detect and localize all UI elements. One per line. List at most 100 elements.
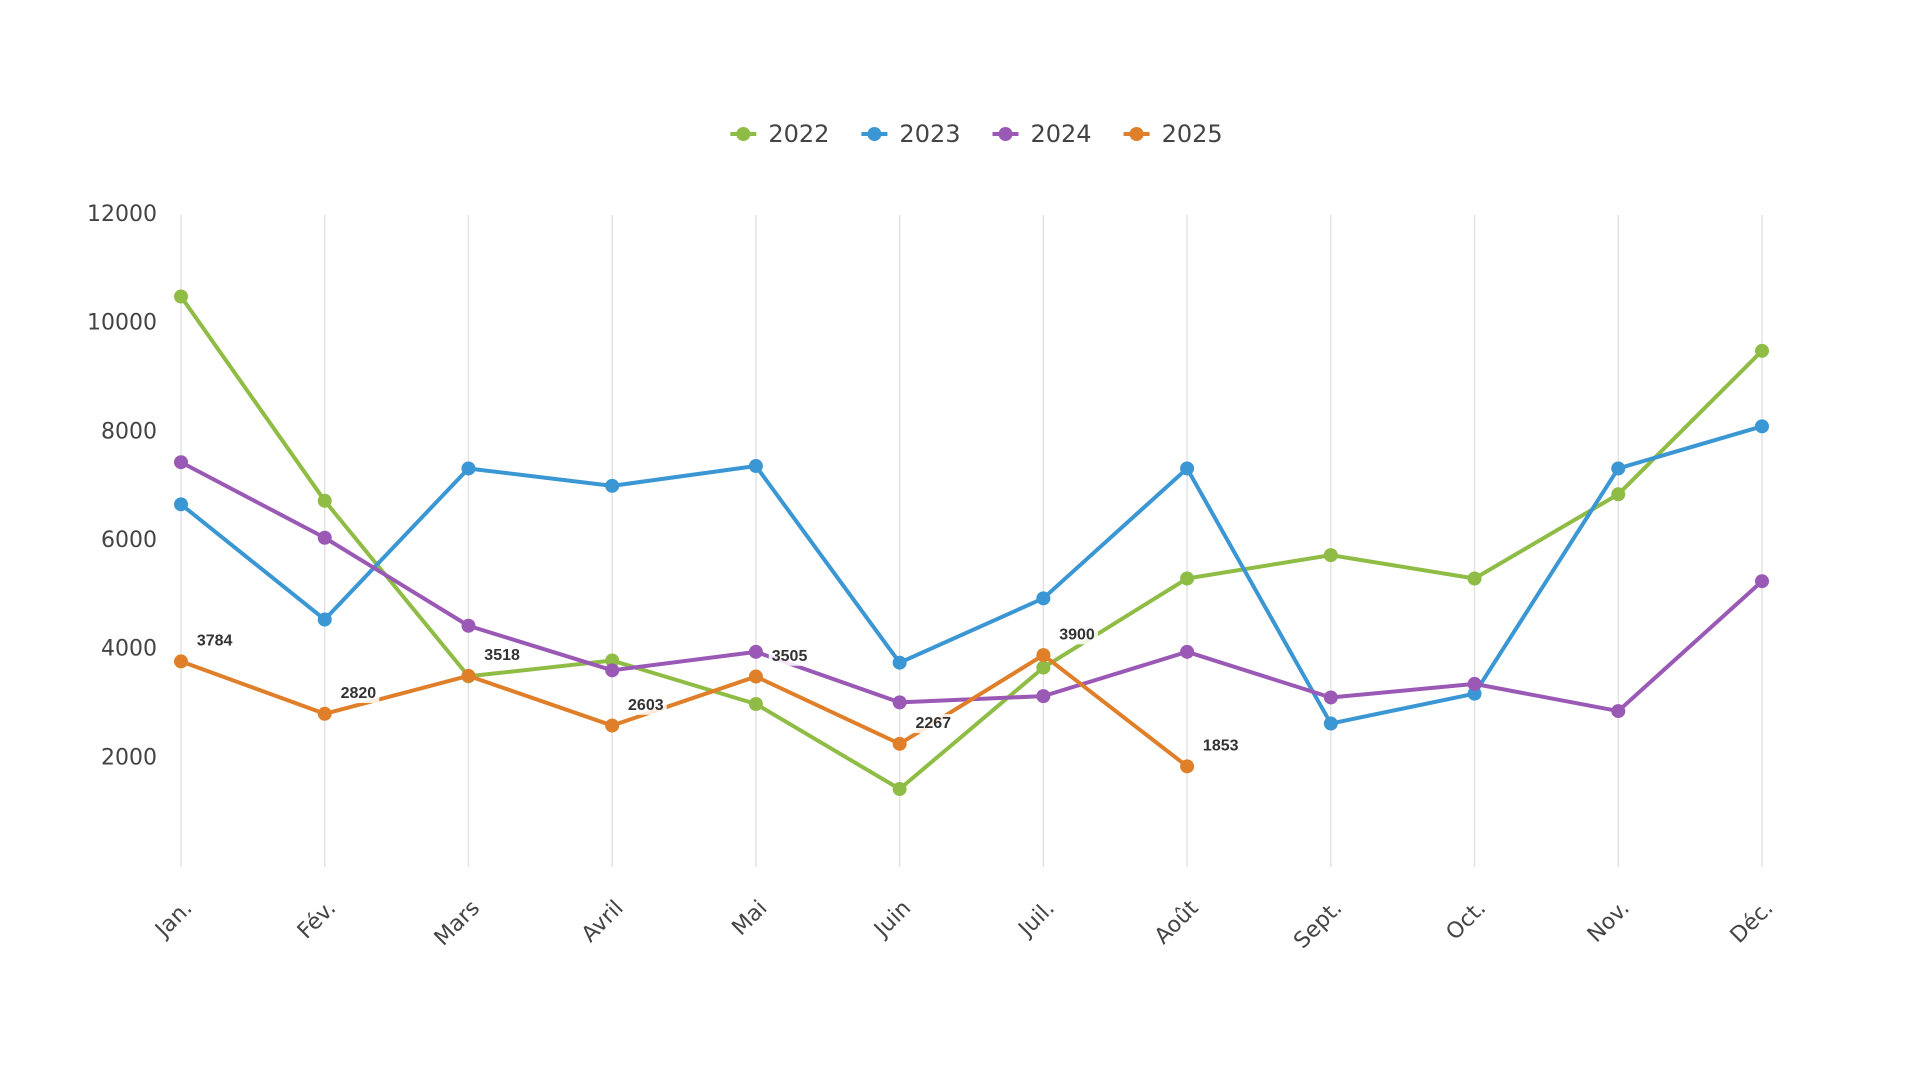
point — [1036, 660, 1051, 675]
point — [1180, 759, 1195, 774]
point — [1467, 676, 1482, 691]
legend: 2022 2023 2024 2025 — [730, 120, 1223, 148]
x-tick-label: Août — [1150, 896, 1204, 950]
point — [1755, 419, 1769, 434]
point — [892, 782, 907, 797]
data-label-bg — [337, 683, 380, 704]
data-label-text: 2820 — [341, 685, 377, 702]
data-label-text: 3518 — [484, 647, 520, 664]
point — [1755, 574, 1769, 589]
x-tick-label: Sept. — [1289, 896, 1347, 954]
point — [174, 497, 188, 512]
y-tick-label: 4000 — [101, 637, 157, 662]
x-tick-label: Fév. — [293, 896, 341, 944]
point — [605, 718, 620, 733]
data-label-bg — [1199, 736, 1242, 756]
series-line — [179, 424, 1763, 726]
data-label-bg — [625, 695, 667, 715]
legend-label: 2024 — [1031, 120, 1092, 148]
point — [748, 669, 763, 684]
y-tick-label: 10000 — [87, 311, 157, 336]
point — [1036, 689, 1051, 704]
point — [748, 459, 763, 474]
y-tick-label: 6000 — [101, 528, 157, 553]
series-line — [180, 460, 1764, 714]
point — [461, 618, 476, 633]
x-tick-label: Oct. — [1442, 896, 1492, 946]
x-tick-label: Juil. — [1013, 896, 1060, 943]
data-label-text: 3900 — [1059, 626, 1095, 643]
point — [461, 668, 476, 683]
point — [1180, 461, 1195, 476]
data-label: 3784 — [193, 631, 236, 651]
point — [892, 736, 907, 751]
point — [174, 654, 188, 669]
point — [1323, 690, 1338, 705]
data-label-bg — [481, 646, 523, 666]
data-label: 3505 — [768, 646, 811, 666]
legend-label: 2022 — [768, 120, 829, 148]
data-label-text: 3505 — [772, 648, 808, 665]
data-label: 2267 — [912, 714, 955, 734]
point — [461, 461, 476, 476]
data-label-text: 2267 — [915, 715, 951, 732]
x-tick-label: Jan. — [149, 896, 197, 944]
point — [1036, 591, 1051, 606]
legend-label: 2023 — [899, 120, 960, 148]
data-label: 1853 — [1199, 736, 1242, 756]
point — [317, 612, 332, 627]
point — [1180, 571, 1195, 586]
point — [605, 478, 620, 493]
data-label-bg — [912, 714, 955, 734]
x-tick-label: Déc. — [1726, 896, 1779, 949]
x-tick-label: Avril — [577, 896, 629, 948]
legend-marker — [1129, 127, 1144, 141]
legend-marker — [867, 127, 882, 141]
point — [174, 455, 188, 470]
legend-marker — [736, 127, 751, 141]
point — [1323, 548, 1338, 563]
data-label: 3518 — [481, 646, 523, 666]
point — [174, 289, 188, 304]
point — [1036, 648, 1051, 663]
data-label-bg — [768, 646, 811, 666]
y-tick-label: 8000 — [101, 419, 157, 444]
data-label-text: 2603 — [628, 697, 664, 714]
data-label-bg — [193, 631, 236, 651]
point — [748, 697, 763, 711]
data-label: 2603 — [625, 695, 667, 715]
point — [1611, 704, 1626, 719]
y-tick-label: 2000 — [101, 745, 157, 770]
data-label-text: 1853 — [1203, 738, 1239, 755]
data-label: 2820 — [337, 683, 380, 704]
point — [1467, 686, 1482, 701]
data-label-text: 3784 — [197, 633, 233, 650]
point — [1611, 461, 1626, 476]
point — [748, 644, 763, 659]
point — [892, 655, 907, 670]
point — [1611, 487, 1626, 502]
legend-marker — [998, 127, 1013, 141]
x-tick-label: Mars — [430, 896, 485, 951]
point — [892, 695, 907, 710]
point — [1323, 716, 1338, 731]
x-tick-label: Mai — [727, 896, 772, 941]
point — [1467, 571, 1482, 586]
legend-label: 2025 — [1162, 120, 1223, 148]
point — [1180, 644, 1195, 659]
x-tick-label: Juin — [868, 896, 916, 944]
point — [605, 653, 620, 668]
data-label-bg — [1056, 625, 1098, 645]
point — [317, 530, 332, 545]
x-tick-label: Nov. — [1583, 896, 1635, 948]
point — [317, 493, 332, 508]
y-tick-label: 12000 — [87, 202, 157, 227]
series-line — [180, 653, 1189, 768]
data-label: 3900 — [1056, 625, 1098, 645]
series-line — [179, 295, 1764, 792]
point — [317, 706, 332, 721]
point — [605, 663, 620, 678]
point — [1755, 343, 1769, 358]
